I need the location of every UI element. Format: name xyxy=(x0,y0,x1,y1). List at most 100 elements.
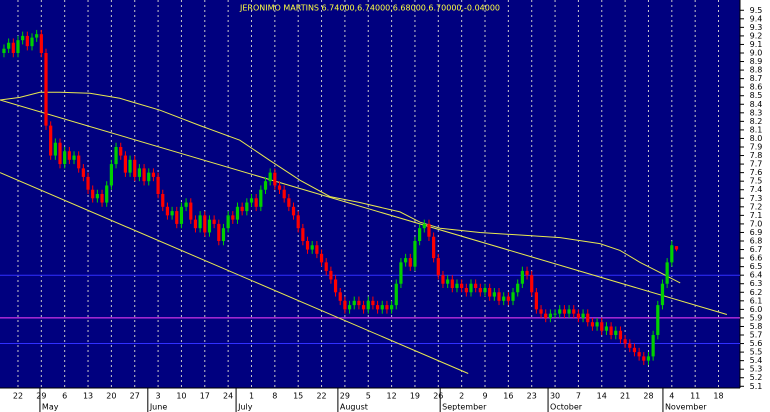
candle-body xyxy=(114,146,118,165)
candle-body xyxy=(217,223,221,242)
candle-body xyxy=(25,35,29,47)
candle-body xyxy=(436,258,440,276)
candle-body xyxy=(11,42,15,53)
y-tick-label: 6.3 xyxy=(750,279,763,288)
candle-body xyxy=(165,206,170,216)
y-tick-label: 6.4 xyxy=(750,271,763,280)
candle-body xyxy=(343,300,347,310)
candle-body xyxy=(618,330,623,340)
candle-body xyxy=(53,142,57,156)
month-label: July xyxy=(237,403,253,412)
month-label: June xyxy=(149,403,168,412)
candle-body xyxy=(389,305,394,310)
candle-body xyxy=(572,309,576,314)
candle-body xyxy=(91,189,95,199)
candle-body xyxy=(562,309,566,314)
candle-body xyxy=(520,270,524,284)
y-tick-label: 6.5 xyxy=(750,262,763,271)
candle-body xyxy=(86,176,90,190)
y-tick-label: 8.7 xyxy=(750,74,763,83)
candle-body xyxy=(544,313,548,318)
candle-body xyxy=(567,309,571,314)
candle-body xyxy=(273,172,277,186)
x-tick-label: 14 xyxy=(597,392,607,401)
candle-body xyxy=(478,288,482,293)
x-tick-label: 5 xyxy=(366,392,371,401)
candle-body xyxy=(548,313,552,318)
candle-body xyxy=(413,241,417,267)
month-label: October xyxy=(550,403,583,412)
candle-body xyxy=(333,279,338,293)
candle-body xyxy=(315,245,319,254)
candle-body xyxy=(137,168,142,177)
candle-body xyxy=(30,37,34,47)
y-tick-label: 9.2 xyxy=(750,31,763,40)
y-tick-label: 6.0 xyxy=(750,305,763,314)
candle-body xyxy=(375,305,380,310)
candle-body xyxy=(539,309,543,314)
candle-body xyxy=(95,194,99,199)
candle-body xyxy=(301,228,305,242)
y-tick-label: 9.0 xyxy=(750,48,763,57)
candle-body xyxy=(221,228,226,242)
y-tick-label: 7.4 xyxy=(750,185,763,194)
y-tick-label: 5.1 xyxy=(750,382,763,391)
x-tick-label: 13 xyxy=(83,392,93,401)
y-tick-label: 5.6 xyxy=(750,339,763,348)
y-tick-label: 6.6 xyxy=(750,254,763,263)
y-tick-label: 5.5 xyxy=(750,348,763,357)
y-tick-label: 9.1 xyxy=(750,40,763,49)
candle-body xyxy=(319,253,324,263)
y-tick-label: 8.9 xyxy=(750,57,763,66)
indicator-line xyxy=(0,172,469,374)
y-tick-label: 8.5 xyxy=(750,91,763,100)
candle-body xyxy=(254,198,258,207)
candle-body xyxy=(179,206,184,224)
x-tick-label: 28 xyxy=(643,392,653,401)
candle-body xyxy=(623,339,627,344)
candle-body xyxy=(175,211,179,224)
y-tick-label: 6.7 xyxy=(750,245,763,254)
candle-body xyxy=(506,296,510,301)
x-tick-label: 21 xyxy=(620,392,630,401)
candle-body xyxy=(231,215,235,220)
x-tick-label: 9 xyxy=(482,392,487,401)
x-tick-label: 16 xyxy=(503,392,513,401)
candle-body xyxy=(109,164,113,186)
candle-body xyxy=(632,347,637,353)
x-tick-label: 4 xyxy=(669,392,674,401)
candle-body xyxy=(259,189,263,207)
candle-body xyxy=(324,262,328,271)
y-tick-label: 6.9 xyxy=(750,228,763,237)
y-tick-label: 8.0 xyxy=(750,134,763,143)
candle-body xyxy=(614,330,618,336)
y-tick-label: 5.9 xyxy=(750,313,763,322)
x-tick-label: 30 xyxy=(550,392,560,401)
candle-body xyxy=(35,34,39,38)
y-tick-label: 8.1 xyxy=(750,125,763,134)
y-tick-label: 6.1 xyxy=(750,296,763,305)
candle-body xyxy=(21,35,25,41)
y-tick-label: 5.8 xyxy=(750,322,763,331)
candle-body xyxy=(525,270,529,276)
candle-body xyxy=(338,292,342,301)
candle-body xyxy=(446,279,450,284)
candle-body xyxy=(642,356,646,361)
x-tick-label: 12 xyxy=(387,392,397,401)
candle-body xyxy=(418,228,422,242)
y-tick-label: 7.2 xyxy=(750,202,763,211)
candle-body xyxy=(660,283,665,306)
y-tick-label: 6.8 xyxy=(750,237,763,246)
candle-body xyxy=(296,215,300,229)
x-tick-label: 11 xyxy=(690,392,700,401)
candle-body xyxy=(2,48,6,53)
candle-body xyxy=(408,258,412,267)
y-tick-label: 5.4 xyxy=(750,356,763,365)
candle-body xyxy=(352,300,356,306)
x-tick-label: 27 xyxy=(130,392,140,401)
candle-body xyxy=(651,335,655,357)
candle-body xyxy=(67,151,71,160)
x-tick-label: 22 xyxy=(13,392,23,401)
candle-body xyxy=(329,270,333,280)
candle-body xyxy=(361,305,366,310)
